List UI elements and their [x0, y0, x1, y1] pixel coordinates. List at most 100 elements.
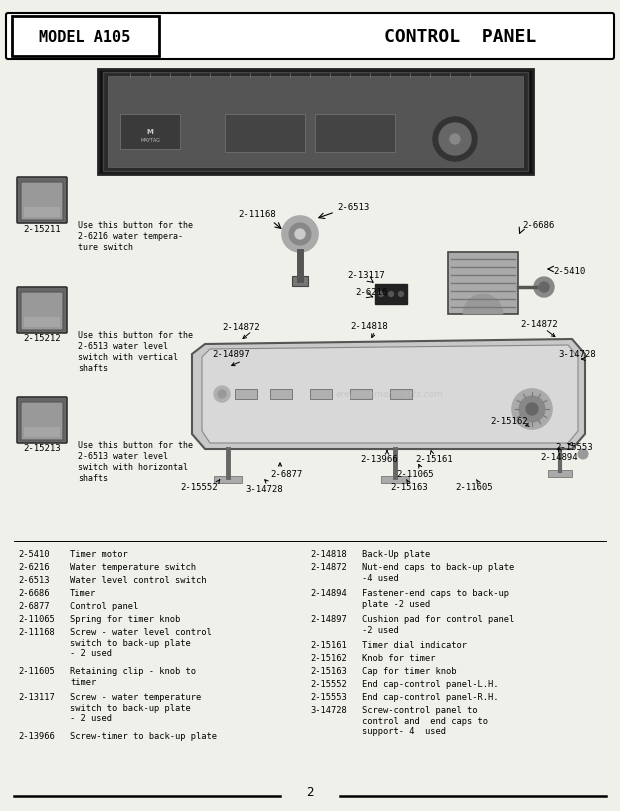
Text: Fastener-end caps to back-up
plate -2 used: Fastener-end caps to back-up plate -2 us…	[362, 588, 509, 608]
Text: Screw - water level control
switch to back-up plate
- 2 used: Screw - water level control switch to ba…	[70, 627, 212, 658]
Bar	[24, 427, 60, 437]
Bar	[548, 470, 572, 478]
Text: Cushion pad for control panel
-2 used: Cushion pad for control panel -2 used	[362, 614, 514, 634]
Circle shape	[539, 283, 549, 293]
FancyBboxPatch shape	[21, 182, 63, 221]
Text: 2-15161: 2-15161	[415, 455, 453, 464]
Polygon shape	[192, 340, 585, 449]
Text: 2-15161: 2-15161	[310, 640, 347, 649]
Text: Nut-end caps to back-up plate
-4 used: Nut-end caps to back-up plate -4 used	[362, 562, 514, 582]
Text: End cap-control panel-R.H.: End cap-control panel-R.H.	[362, 692, 498, 702]
Text: 3-14728: 3-14728	[558, 350, 596, 359]
Text: 2-6686: 2-6686	[522, 221, 554, 230]
Bar	[235, 389, 257, 400]
Wedge shape	[463, 294, 503, 315]
Bar	[24, 318, 60, 328]
Text: Spring for timer knob: Spring for timer knob	[70, 614, 180, 623]
Text: Use this button for the
2-6216 water tempera-
ture switch: Use this button for the 2-6216 water tem…	[78, 221, 193, 252]
Text: 3-14728: 3-14728	[310, 705, 347, 714]
Text: 2-6877: 2-6877	[18, 601, 50, 610]
Text: 2-14872: 2-14872	[310, 562, 347, 571]
Text: 2-13117: 2-13117	[18, 692, 55, 702]
Text: 2-14894: 2-14894	[540, 453, 578, 462]
Text: Water level control switch: Water level control switch	[70, 575, 206, 584]
Text: 2-13117: 2-13117	[347, 271, 384, 280]
Text: 2-15163: 2-15163	[310, 666, 347, 676]
Text: 2-13966: 2-13966	[360, 455, 397, 464]
Text: 2-6216: 2-6216	[355, 288, 388, 297]
Text: 2-13966: 2-13966	[18, 731, 55, 740]
FancyBboxPatch shape	[17, 178, 67, 224]
Text: 2-15163: 2-15163	[390, 483, 428, 492]
Circle shape	[282, 217, 318, 253]
Text: Screw - water temperature
switch to back-up plate
- 2 used: Screw - water temperature switch to back…	[70, 692, 202, 723]
Text: 2-15552: 2-15552	[310, 679, 347, 689]
Bar	[381, 476, 409, 483]
Text: Use this button for the
2-6513 water level
switch with horizontal
shafts: Use this button for the 2-6513 water lev…	[78, 440, 193, 483]
Text: Knob for timer: Knob for timer	[362, 653, 435, 663]
Text: Timer: Timer	[70, 588, 96, 597]
Text: 2-15213: 2-15213	[23, 444, 61, 453]
Text: MODEL A105: MODEL A105	[40, 29, 131, 45]
Text: 2-11605: 2-11605	[18, 666, 55, 676]
Circle shape	[289, 224, 311, 246]
Circle shape	[389, 292, 394, 297]
Bar	[108, 77, 523, 168]
Bar	[390, 389, 412, 400]
Text: M: M	[146, 129, 153, 135]
Circle shape	[450, 135, 460, 145]
Text: Back-Up plate: Back-Up plate	[362, 549, 430, 558]
Text: Timer dial indicator: Timer dial indicator	[362, 640, 467, 649]
Text: End cap-control panel-L.H.: End cap-control panel-L.H.	[362, 679, 498, 689]
Text: 3-14728: 3-14728	[245, 485, 283, 494]
Text: 2-14818: 2-14818	[350, 322, 388, 331]
Circle shape	[534, 277, 554, 298]
Circle shape	[295, 230, 305, 240]
Bar	[214, 476, 242, 483]
Circle shape	[519, 397, 545, 423]
Bar	[375, 285, 407, 305]
Circle shape	[526, 404, 538, 415]
Text: 2-15553: 2-15553	[310, 692, 347, 702]
Text: 2-15162: 2-15162	[490, 417, 528, 426]
FancyBboxPatch shape	[21, 293, 63, 331]
Text: 2-15553: 2-15553	[555, 443, 593, 452]
Text: ereplacementparts.com: ereplacementparts.com	[336, 390, 444, 399]
Text: 2-11605: 2-11605	[455, 483, 493, 492]
Text: 2-6513: 2-6513	[18, 575, 50, 584]
Bar	[120, 115, 180, 150]
Text: Timer motor: Timer motor	[70, 549, 128, 558]
Circle shape	[214, 387, 230, 402]
Text: 2-14897: 2-14897	[310, 614, 347, 623]
Text: 2-15212: 2-15212	[23, 334, 61, 343]
Text: 2-15211: 2-15211	[23, 224, 61, 234]
Text: CONTROL  PANEL: CONTROL PANEL	[384, 28, 536, 46]
Circle shape	[512, 389, 552, 430]
Text: 2-6216: 2-6216	[18, 562, 50, 571]
Text: 2-14872: 2-14872	[222, 323, 260, 332]
Polygon shape	[202, 345, 578, 444]
Text: 2-14872: 2-14872	[520, 320, 557, 329]
Text: 2: 2	[306, 786, 314, 799]
Text: 2-14894: 2-14894	[310, 588, 347, 597]
Bar	[98, 70, 533, 175]
Text: 2-11168: 2-11168	[238, 210, 276, 219]
Text: 2-11065: 2-11065	[396, 470, 433, 479]
Bar	[350, 389, 372, 400]
Text: Cap for timer knob: Cap for timer knob	[362, 666, 456, 676]
Text: Retaining clip - knob to
timer: Retaining clip - knob to timer	[70, 666, 196, 686]
Text: 2-15162: 2-15162	[310, 653, 347, 663]
Text: 2-6513: 2-6513	[337, 203, 370, 212]
Text: 2-11168: 2-11168	[18, 627, 55, 636]
Circle shape	[439, 124, 471, 156]
Text: 2-6686: 2-6686	[18, 588, 50, 597]
Circle shape	[218, 391, 226, 398]
FancyBboxPatch shape	[17, 397, 67, 444]
Text: 2-11065: 2-11065	[18, 614, 55, 623]
Text: 2-5410: 2-5410	[18, 549, 50, 558]
Bar	[310, 389, 332, 400]
Circle shape	[378, 292, 384, 297]
FancyBboxPatch shape	[12, 17, 159, 57]
Bar	[448, 253, 518, 315]
Bar	[315, 115, 395, 152]
